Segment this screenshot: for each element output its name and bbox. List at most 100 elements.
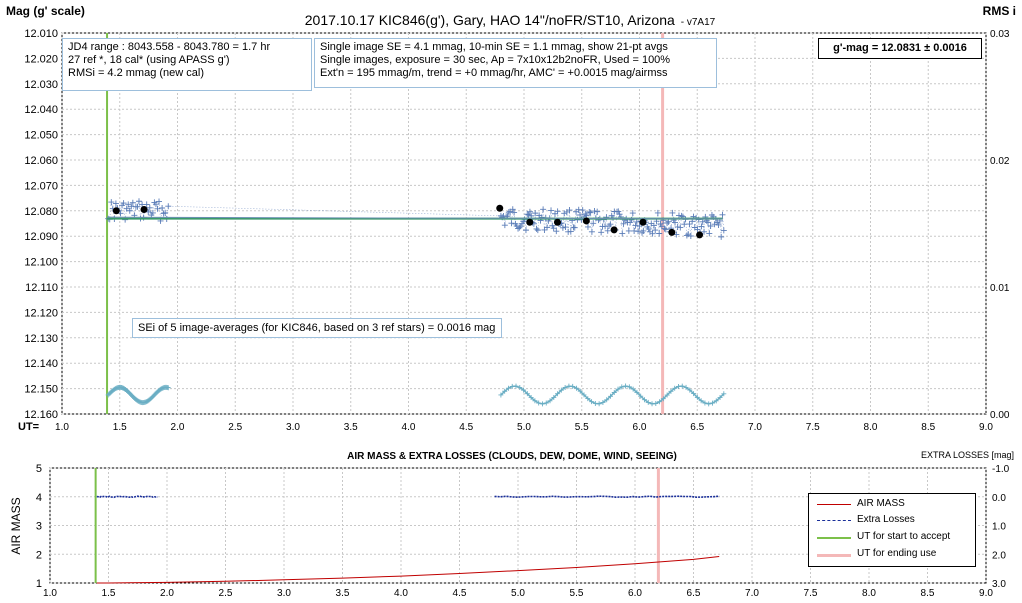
bottom-x-tick-label: 4.5 xyxy=(453,588,467,599)
data-point xyxy=(664,220,671,227)
legend-label-end: UT for ending use xyxy=(857,548,937,559)
bottom-legend: AIR MASS Extra Losses UT for start to ac… xyxy=(808,493,976,567)
top-y2-tick-label: 0.03 xyxy=(990,29,1010,40)
bottom-chart-axes: 1 2 3 4 5 1.0 1.5 2.0 2.5 3.0 3.5 4.0 4.5 5.0 5.5 6.0 6.… xyxy=(36,463,1010,599)
top-x-tick-label: 3.5 xyxy=(344,422,358,433)
data-point xyxy=(616,211,623,218)
airmass-line xyxy=(96,556,720,584)
top-y2-tick-label: 0.01 xyxy=(990,283,1010,294)
data-point xyxy=(586,208,593,215)
top-y-tick-label: 12.120 xyxy=(24,307,58,319)
data-point xyxy=(511,209,518,216)
top-y-axis-label: Mag (g' scale) xyxy=(6,4,85,18)
data-point xyxy=(134,203,141,210)
bottom-x-tick-label: 7.0 xyxy=(745,588,759,599)
trend-line xyxy=(107,216,723,220)
info-refs-line: 27 ref *, 18 cal* (using APASS g') xyxy=(68,54,230,66)
top-y2-axis-label: RMS i xyxy=(983,4,1016,18)
bottom-y2-tick-label: 0.0 xyxy=(992,493,1006,504)
data-point xyxy=(152,201,159,208)
legend-swatch-end xyxy=(817,554,851,557)
info-range-line: JD4 range : 8043.558 - 8043.780 = 1.7 hr xyxy=(68,41,271,53)
average-point xyxy=(140,206,148,214)
bottom-x-tick-label: 9.0 xyxy=(979,588,993,599)
bottom-x-tick-label: 4.0 xyxy=(394,588,408,599)
top-y2-tick-label: 0.02 xyxy=(990,156,1010,167)
sei-box: SEi of 5 image-averages (for KIC846, bas… xyxy=(132,318,502,338)
data-point xyxy=(707,223,714,230)
bottom-x-tick-label: 5.0 xyxy=(511,588,525,599)
data-point xyxy=(509,206,516,213)
extra-losses-line xyxy=(494,495,720,499)
bottom-y2-tick-label: 2.0 xyxy=(992,550,1006,561)
average-point xyxy=(526,218,534,226)
data-point xyxy=(154,205,161,212)
top-x-tick-label: 5.5 xyxy=(575,422,589,433)
bottom-x-tick-label: 6.5 xyxy=(687,588,701,599)
top-y-tick-label: 12.110 xyxy=(25,282,58,294)
info-se-line: Single image SE = 4.1 mmag, 10-min SE = … xyxy=(320,41,668,53)
average-point xyxy=(496,204,504,212)
legend-label-airmass: AIR MASS xyxy=(857,498,905,509)
rms-trace xyxy=(500,385,725,405)
top-chart-marks xyxy=(105,33,727,414)
result-box: g'-mag = 12.0831 ± 0.0016 xyxy=(818,38,982,59)
info-box-exposure: Single image SE = 4.1 mmag, 10-min SE = … xyxy=(314,38,717,88)
data-point xyxy=(640,227,647,234)
data-point xyxy=(607,221,614,228)
legend-swatch-extra-losses xyxy=(817,520,851,521)
top-y-tick-label: 12.150 xyxy=(24,384,58,396)
top-y-tick-label: 12.050 xyxy=(24,130,58,142)
bottom-y2-tick-label: -1.0 xyxy=(992,464,1010,475)
top-x-tick-label: 7.5 xyxy=(806,422,820,433)
data-point xyxy=(636,223,643,230)
top-x-tick-label: 4.0 xyxy=(402,422,416,433)
bottom-x-tick-label: 5.5 xyxy=(570,588,584,599)
top-chart-axes: 12.010 12.020 12.030 12.040 12.050 12.060 12.0… xyxy=(24,28,1010,433)
bottom-y-tick-label: 1 xyxy=(36,578,42,590)
data-point xyxy=(704,219,711,226)
data-point xyxy=(149,209,156,216)
info-exposure-line: Single images, exposure = 30 sec, Ap = 7… xyxy=(320,54,671,66)
bottom-y-tick-label: 3 xyxy=(36,521,42,533)
info-rmsi-line: RMSi = 4.2 mmag (new cal) xyxy=(68,67,205,79)
top-x-tick-label: 1.5 xyxy=(113,422,127,433)
bottom-x-tick-label: 7.5 xyxy=(804,588,818,599)
bottom-y2-tick-label: 3.0 xyxy=(992,579,1006,590)
bottom-chart-marks xyxy=(94,468,720,584)
data-point xyxy=(562,224,569,231)
data-connector-line xyxy=(108,201,725,237)
top-x-tick-label: 4.5 xyxy=(459,422,473,433)
average-point xyxy=(112,207,120,215)
legend-swatch-start xyxy=(817,537,851,539)
average-point xyxy=(668,228,676,236)
top-x-tick-label: 8.5 xyxy=(921,422,935,433)
top-x-tick-label: 6.0 xyxy=(633,422,647,433)
average-point xyxy=(582,217,590,225)
bottom-y-axis-label: AIR MASS xyxy=(9,497,23,554)
top-y-tick-label: 12.030 xyxy=(24,79,58,91)
bottom-x-tick-label: 1.5 xyxy=(102,588,116,599)
data-point xyxy=(720,227,727,234)
top-x-tick-label: 1.0 xyxy=(55,422,69,433)
rms-point xyxy=(721,391,727,397)
data-point xyxy=(633,218,640,225)
data-point xyxy=(136,198,142,205)
rms-trace xyxy=(107,386,169,404)
top-x-tick-label: 8.0 xyxy=(864,422,878,433)
average-point xyxy=(553,218,561,226)
bottom-x-tick-label: 3.5 xyxy=(336,588,350,599)
data-point xyxy=(525,211,532,218)
bottom-y-tick-label: 2 xyxy=(36,549,42,561)
legend-label-extra-losses: Extra Losses xyxy=(857,514,915,525)
bottom-y2-axis-label: EXTRA LOSSES [mag] xyxy=(921,450,1014,460)
bottom-x-tick-label: 8.5 xyxy=(921,588,935,599)
data-point xyxy=(715,221,722,228)
top-y-tick-label: 12.130 xyxy=(24,333,58,345)
bottom-x-tick-label: 6.0 xyxy=(628,588,642,599)
top-y-tick-label: 12.090 xyxy=(24,231,58,243)
data-point xyxy=(714,219,721,226)
data-point xyxy=(566,207,573,214)
bottom-x-tick-label: 1.0 xyxy=(43,588,57,599)
top-x-tick-label: 6.5 xyxy=(690,422,704,433)
